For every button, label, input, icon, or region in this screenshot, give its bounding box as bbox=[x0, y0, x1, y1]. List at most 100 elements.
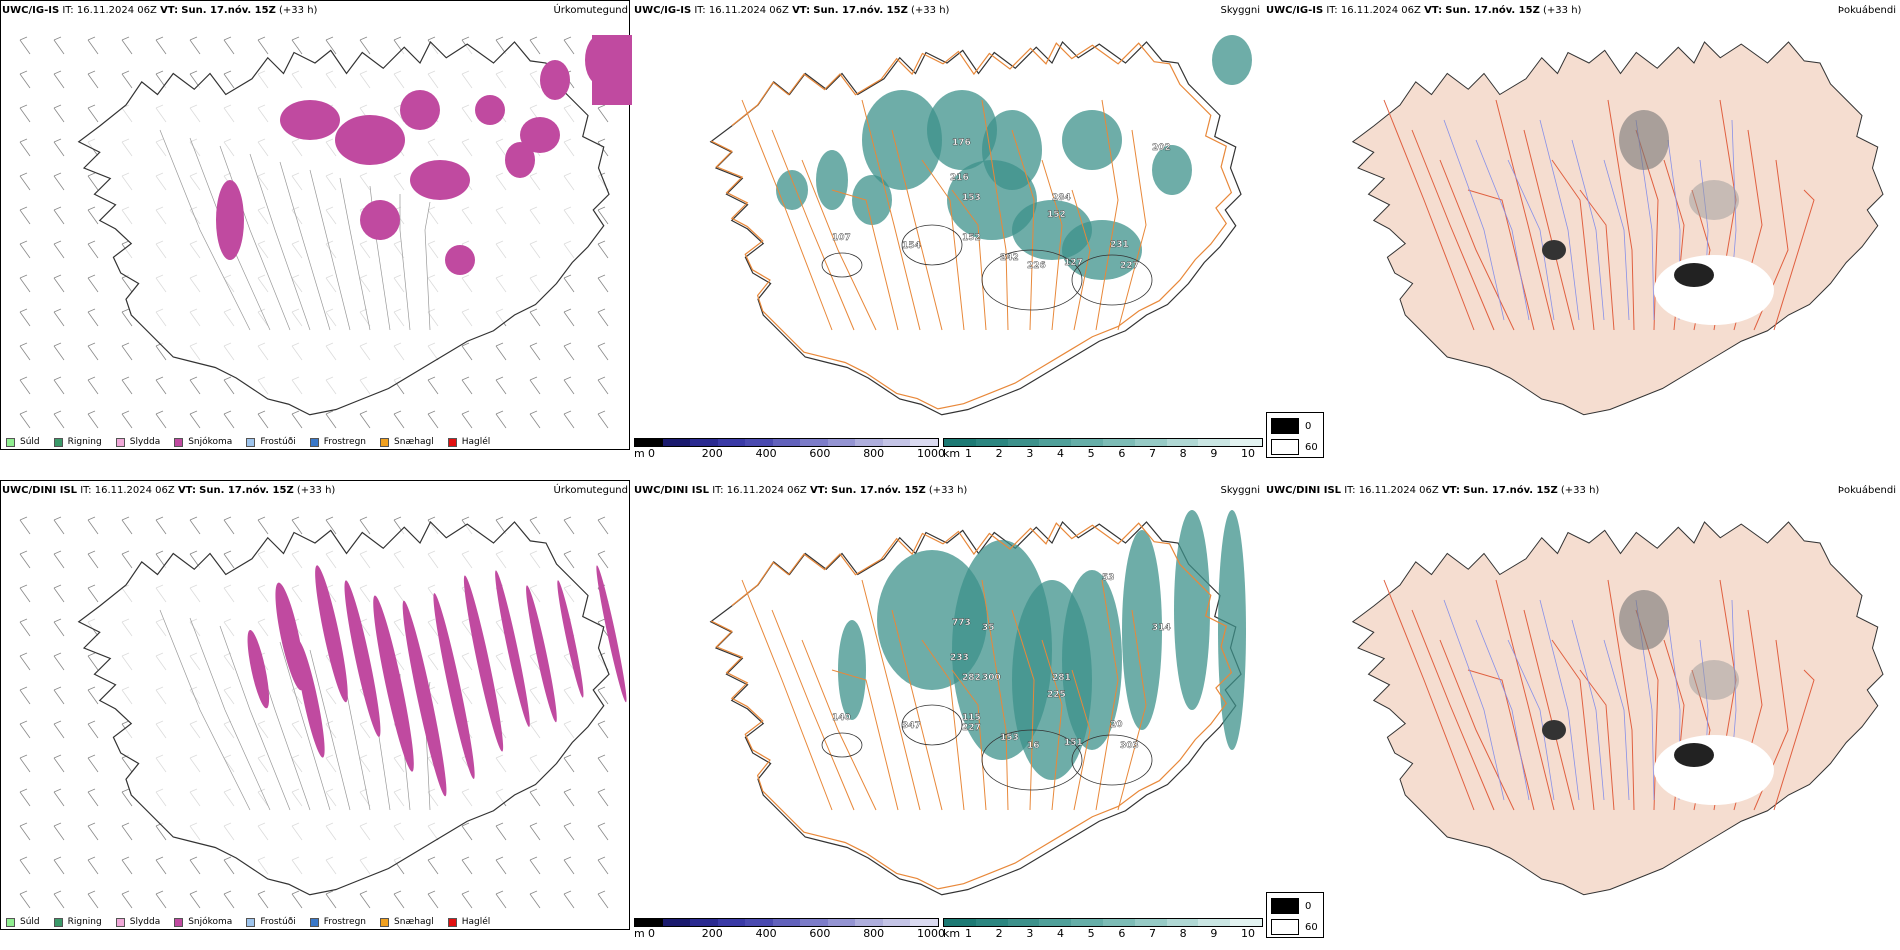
wind-barb-flag bbox=[87, 342, 96, 347]
visibility-label: 16 bbox=[1027, 741, 1040, 751]
wind-barb-flag bbox=[87, 652, 96, 657]
wind-barb-flag bbox=[529, 36, 538, 41]
colorbar-cell bbox=[827, 919, 856, 926]
wind-barb-staff bbox=[53, 655, 65, 671]
visibility-label: 107 bbox=[832, 233, 851, 243]
wind-barb-staff bbox=[53, 519, 65, 535]
wind-barb-flag bbox=[87, 890, 96, 895]
wind-barb-staff bbox=[121, 345, 133, 361]
wind-barb-flag bbox=[223, 36, 232, 41]
colorbar-tick: 4 bbox=[1057, 927, 1064, 940]
wind-barb-flag bbox=[121, 376, 130, 381]
wind-barb bbox=[223, 70, 235, 89]
road-line bbox=[981, 99, 1009, 331]
snow-area bbox=[463, 575, 504, 752]
wind-barb-flag bbox=[495, 410, 504, 415]
wind-barb-flag bbox=[87, 70, 96, 75]
wind-barb-flag bbox=[495, 36, 504, 41]
road-line bbox=[1495, 579, 1555, 811]
wind-barb bbox=[87, 788, 99, 807]
wind-barb-staff bbox=[155, 379, 167, 395]
wind-barb-flag bbox=[393, 890, 402, 895]
wind-barb-staff bbox=[121, 73, 133, 89]
wind-barb-staff bbox=[87, 587, 99, 603]
wind-barb bbox=[359, 36, 371, 55]
iceland-coastline bbox=[77, 40, 610, 416]
wind-barb bbox=[597, 240, 609, 259]
wind-barb-flag bbox=[393, 516, 402, 521]
panel-precip-dini: UWC/DINI ISL IT: 16.11.2024 06Z VT: Sun.… bbox=[0, 480, 632, 950]
wind-barb bbox=[529, 308, 541, 327]
wind-barb bbox=[19, 550, 31, 569]
colorbar-cell bbox=[1102, 919, 1135, 926]
fog-area-grey bbox=[1689, 180, 1739, 220]
colorbar-cell bbox=[910, 919, 939, 926]
road-line bbox=[921, 159, 965, 331]
panel-title: UWC/IG-IS IT: 16.11.2024 06Z VT: Sun. 17… bbox=[2, 5, 318, 16]
road-line bbox=[1383, 99, 1475, 331]
wind-barb-flag bbox=[597, 856, 606, 861]
colorbar-tick: 400 bbox=[755, 447, 777, 460]
river-line bbox=[1507, 159, 1555, 321]
colorbar-cell bbox=[1166, 919, 1199, 926]
wind-barb-staff bbox=[87, 553, 99, 569]
colorbar-cell bbox=[745, 919, 773, 926]
wind-barb-flag bbox=[19, 240, 28, 245]
wind-barb bbox=[87, 410, 99, 429]
wind-barb-flag bbox=[461, 410, 470, 415]
wind-barb bbox=[597, 754, 609, 773]
colorbar-cell bbox=[800, 439, 828, 446]
colorbar-tick: 3 bbox=[1026, 927, 1034, 940]
wind-barb-flag bbox=[155, 376, 164, 381]
wind-barb bbox=[87, 516, 99, 535]
road-line bbox=[921, 639, 965, 811]
legend-label: Rigning bbox=[67, 437, 102, 447]
wind-barb-staff bbox=[529, 825, 541, 841]
wind-barb-flag bbox=[53, 754, 62, 759]
wind-barb-flag bbox=[155, 70, 164, 75]
wind-barb bbox=[563, 788, 575, 807]
fog-area-dark bbox=[1542, 240, 1566, 260]
wind-barb-staff bbox=[597, 859, 609, 875]
legend-swatch bbox=[115, 437, 125, 447]
wind-barb-flag bbox=[257, 36, 266, 41]
wind-barb-staff bbox=[53, 39, 65, 55]
road-line bbox=[891, 609, 943, 811]
wind-barb-flag bbox=[597, 720, 606, 725]
wind-barb-staff bbox=[461, 859, 473, 875]
wind-barb-staff bbox=[529, 379, 541, 395]
wind-barb-flag bbox=[461, 516, 470, 521]
legend-swatch bbox=[174, 917, 184, 927]
wind-barb bbox=[563, 822, 575, 841]
wind-barb-staff bbox=[461, 825, 473, 841]
visibility-label: 227 bbox=[1120, 261, 1139, 271]
wind-barb-flag bbox=[121, 890, 130, 895]
wind-barb bbox=[53, 788, 65, 807]
legend-label: Súld bbox=[20, 437, 40, 447]
low-visibility-area bbox=[1122, 530, 1162, 730]
wind-barb-flag bbox=[189, 516, 198, 521]
low-visibility-area bbox=[816, 150, 848, 210]
wind-barb-flag bbox=[53, 104, 62, 109]
visibility-label: 115 bbox=[962, 713, 981, 723]
wind-barb-staff bbox=[19, 107, 31, 123]
wind-barb-flag bbox=[53, 686, 62, 691]
fog-legend: 0 60 bbox=[1266, 892, 1324, 938]
visibility-label: 281 bbox=[1052, 673, 1071, 683]
wind-barb bbox=[19, 138, 31, 157]
low-visibility-area bbox=[927, 90, 997, 170]
colorbar-tick: 400 bbox=[755, 927, 777, 940]
wind-barb-staff bbox=[563, 825, 575, 841]
road-line bbox=[249, 153, 311, 331]
wind-barb-flag bbox=[87, 172, 96, 177]
road-line bbox=[339, 177, 371, 331]
wind-barb bbox=[19, 686, 31, 705]
colorbar-tick: 9 bbox=[1210, 927, 1218, 940]
colorbar-cell bbox=[1039, 439, 1072, 446]
wind-barb-flag bbox=[189, 410, 198, 415]
wind-barb-flag bbox=[53, 788, 62, 793]
wind-barb-staff bbox=[121, 277, 133, 293]
wind-barb-staff bbox=[53, 825, 65, 841]
wind-barb-staff bbox=[563, 379, 575, 395]
wind-barb-staff bbox=[461, 379, 473, 395]
